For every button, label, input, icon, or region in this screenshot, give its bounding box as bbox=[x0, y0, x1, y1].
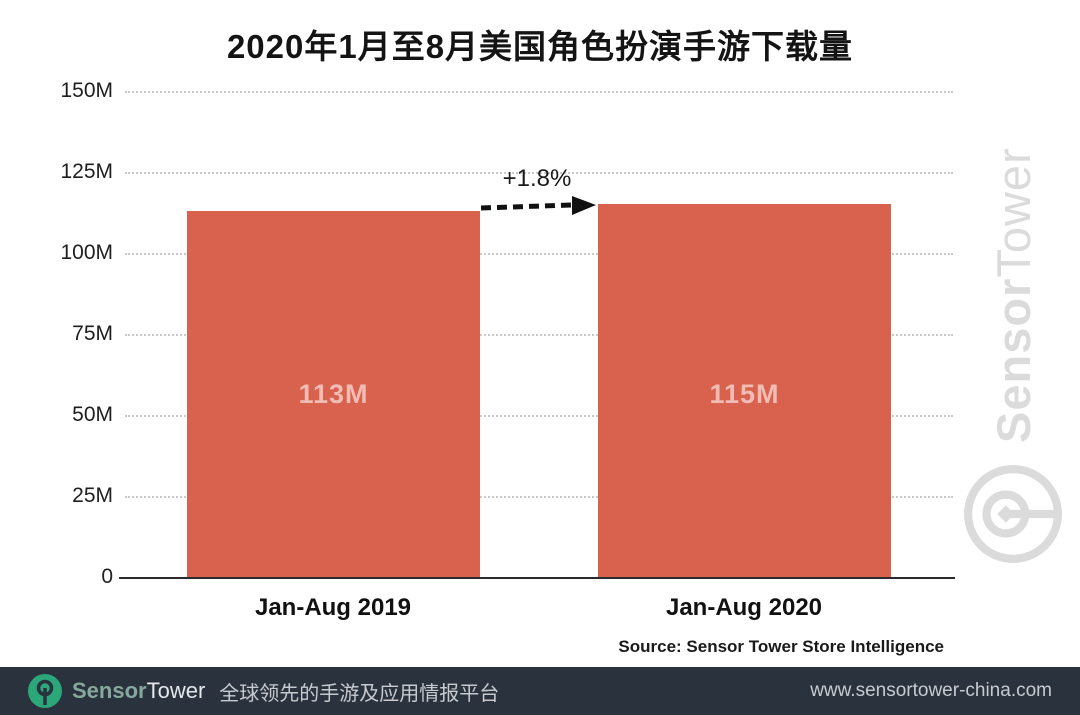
sensortower-logo-footer-icon bbox=[28, 674, 62, 708]
y-tick-label-0: 0 bbox=[101, 565, 113, 588]
sensortower-logo-watermark-icon bbox=[964, 465, 1062, 563]
bar-value-label-2019: 113M bbox=[298, 379, 369, 409]
y-tick-label-100M: 100M bbox=[60, 241, 113, 264]
footer-tagline: 全球领先的手游及应用情报平台 bbox=[219, 682, 500, 705]
x-axis-line bbox=[119, 577, 955, 579]
plot-area: 150M 125M 100M 75M 50M 25M 0 113M 115M +1.8% J… bbox=[60, 79, 955, 621]
gridline-100M bbox=[125, 253, 953, 255]
watermark-text: SensorTower bbox=[986, 147, 1040, 443]
gridline-25M bbox=[125, 496, 953, 498]
footer-bar: SensorTower 全球领先的手游及应用情报平台 www.sensortow… bbox=[0, 667, 1080, 715]
y-tick-label-125M: 125M bbox=[60, 160, 113, 183]
gridline-50M bbox=[125, 415, 953, 417]
growth-arrow-icon bbox=[480, 196, 596, 215]
gridline-125M bbox=[125, 172, 953, 174]
chart-title: 2020年1月至8月美国角色扮演手游下载量 bbox=[226, 28, 854, 65]
y-tick-label-50M: 50M bbox=[72, 403, 113, 426]
footer-url: www.sensortower-china.com bbox=[810, 680, 1052, 701]
y-tick-label-150M: 150M bbox=[60, 79, 113, 102]
gridline-75M bbox=[125, 334, 953, 336]
watermark: SensorTower bbox=[958, 125, 1068, 565]
footer-brand: SensorTower bbox=[72, 678, 206, 703]
y-tick-label-25M: 25M bbox=[72, 484, 113, 507]
source-note: Source: Sensor Tower Store Intelligence bbox=[618, 637, 944, 656]
x-axis-label-2019: Jan-Aug 2019 bbox=[254, 594, 412, 621]
x-axis-label-2020: Jan-Aug 2020 bbox=[665, 594, 823, 621]
gridline-150M bbox=[125, 91, 953, 93]
bar-jan-aug-2019 bbox=[187, 211, 480, 577]
y-tick-label-75M: 75M bbox=[72, 322, 113, 345]
bar-value-label-2020: 115M bbox=[709, 379, 780, 409]
growth-annotation: +1.8% bbox=[502, 165, 572, 192]
bar-jan-aug-2020 bbox=[598, 204, 891, 577]
